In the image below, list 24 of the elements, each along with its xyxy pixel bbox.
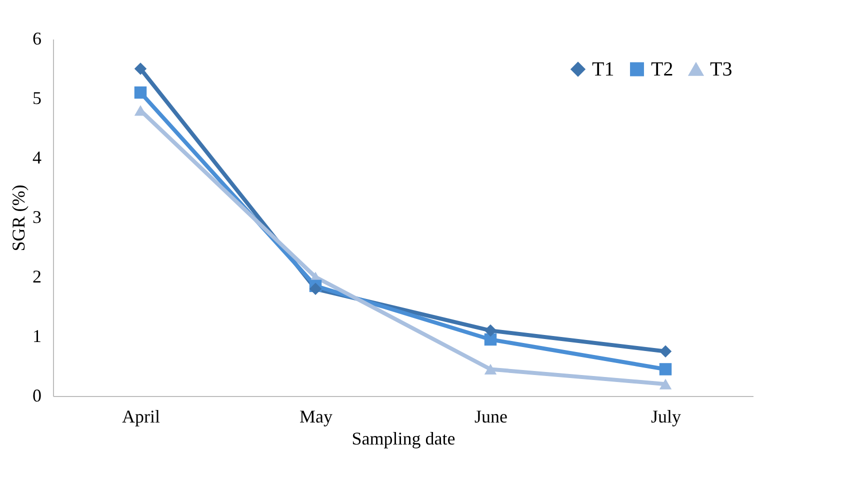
legend-label: T3 xyxy=(710,58,732,81)
point xyxy=(659,378,672,390)
y-tick-label: 1 xyxy=(32,326,42,346)
y-tick-label: 3 xyxy=(32,207,42,227)
point xyxy=(659,345,672,358)
x-tick-label: May xyxy=(300,406,332,426)
point xyxy=(484,324,497,337)
legend-label: T2 xyxy=(651,58,674,80)
x-tick-label: April xyxy=(122,406,160,426)
x-axis-title: Sampling date xyxy=(352,428,456,448)
y-axis-title: SGR (%) xyxy=(8,184,28,252)
point xyxy=(484,364,497,375)
point xyxy=(659,363,672,376)
point xyxy=(309,282,322,296)
x-tick-label: June xyxy=(474,406,508,426)
y-tick-label: 4 xyxy=(32,148,42,168)
y-tick-label: 6 xyxy=(32,28,42,48)
x-tick-label: July xyxy=(650,406,682,426)
legend-label: T1 xyxy=(592,58,614,80)
y-tick-label: 2 xyxy=(32,266,42,286)
point xyxy=(134,86,147,99)
y-tick-label: 5 xyxy=(32,88,42,108)
point xyxy=(134,62,147,75)
y-tick-label: 0 xyxy=(32,386,42,406)
